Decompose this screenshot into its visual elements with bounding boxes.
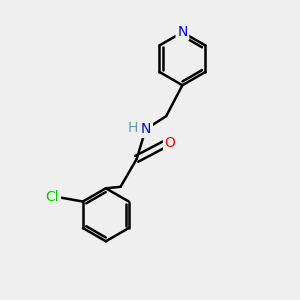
Text: N: N: [177, 25, 188, 39]
Text: H: H: [127, 121, 137, 135]
Text: Cl: Cl: [46, 190, 59, 204]
Text: N: N: [141, 122, 152, 136]
Text: O: O: [165, 136, 176, 150]
